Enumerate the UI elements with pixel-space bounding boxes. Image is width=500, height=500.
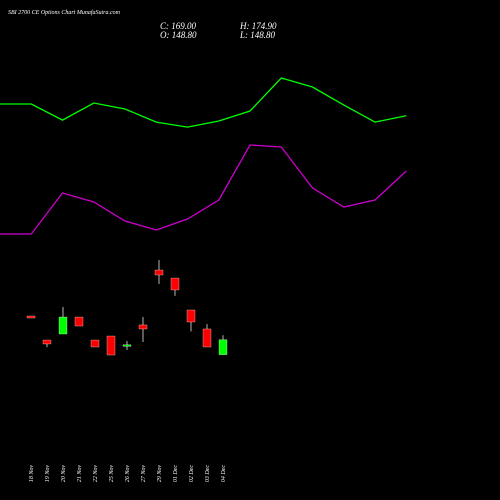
chart-title: SBI 2700 CE Options Chart MunafaSutra.co… [8,9,121,16]
indicator-line [0,144,407,235]
candle-body [218,339,228,355]
candle-body [106,335,116,356]
x-tick-label: 22 Nov [93,465,99,483]
x-tick-label: 26 Nov [125,465,131,483]
candle-body [26,315,36,319]
info-high: H: 174.90 [239,21,277,31]
candle-body [202,328,212,348]
indicator-line [0,77,407,128]
info-open: O: 148.80 [160,30,197,40]
x-tick-label: 01 Dec [173,465,179,482]
x-tick-label: 20 Nov [61,465,67,483]
x-tick-label: 18 Nov [29,465,35,483]
candle-body [90,339,100,348]
x-tick-label: 03 Dec [205,465,211,482]
info-low: L: 148.80 [239,30,276,40]
x-tick-label: 21 Nov [77,465,83,483]
x-tick-label: 04 Dec [220,465,227,482]
candle-body [186,309,196,323]
candle-body [122,344,132,347]
x-tick-label: 25 Nov [109,465,115,483]
candle-body [138,324,148,330]
candle-body [58,316,68,335]
candle-body [74,316,84,327]
x-tick-label: 02 Dec [189,465,195,482]
candle-body [42,339,52,345]
x-tick-label: 29 Nov [157,465,163,483]
x-tick-label: 19 Nov [45,465,51,483]
candle-body [154,269,164,276]
info-close: C: 169.00 [160,21,197,31]
x-tick-label: 27 Nov [141,465,147,483]
candle-body [170,277,180,291]
